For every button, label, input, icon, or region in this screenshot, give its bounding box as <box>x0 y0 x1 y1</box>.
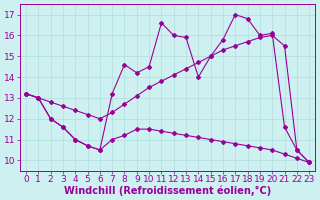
X-axis label: Windchill (Refroidissement éolien,°C): Windchill (Refroidissement éolien,°C) <box>64 185 271 196</box>
